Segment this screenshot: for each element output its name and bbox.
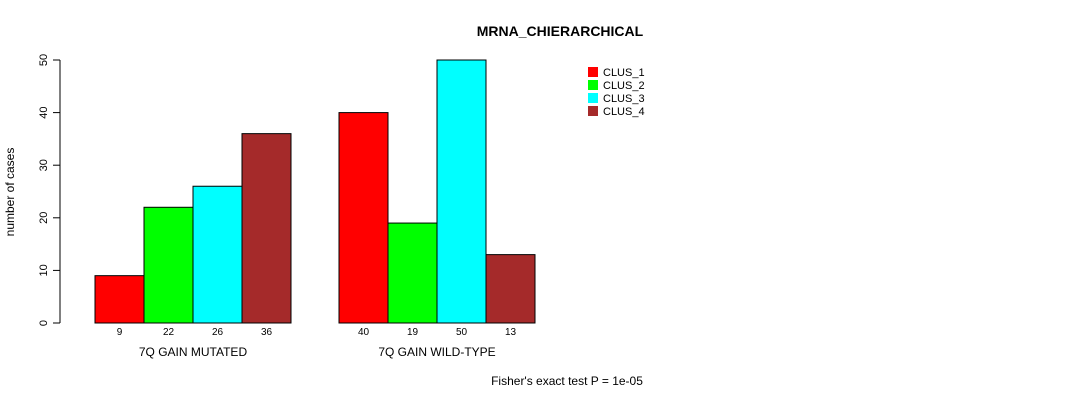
legend-label-clus-1: CLUS_1 bbox=[603, 67, 645, 79]
legend-label-clus-3: CLUS_3 bbox=[603, 93, 645, 105]
group-label-mutated: 7Q GAIN MUTATED bbox=[139, 345, 248, 359]
bar-value-label: 26 bbox=[212, 327, 224, 338]
bar-clus-2-group-1 bbox=[387, 222, 438, 324]
bar-value-label: 22 bbox=[163, 327, 175, 338]
bar-value-label: 19 bbox=[407, 327, 419, 338]
bar-clus-2-group-0 bbox=[143, 206, 194, 324]
y-tick-label: 0 bbox=[38, 320, 50, 326]
legend-swatch-clus-2 bbox=[588, 80, 598, 90]
y-tick-label: 20 bbox=[38, 212, 50, 224]
bar-clus-4-group-0 bbox=[241, 133, 292, 324]
bar-clus-1-group-0 bbox=[94, 275, 145, 324]
bar-value-label: 40 bbox=[358, 327, 370, 338]
bar-value-label: 9 bbox=[117, 327, 123, 338]
legend-label-clus-4: CLUS_4 bbox=[603, 106, 645, 118]
bars bbox=[94, 59, 536, 324]
bar-clus-4-group-1 bbox=[485, 254, 536, 324]
legend-label-clus-2: CLUS_2 bbox=[603, 80, 645, 92]
chart-title: MRNA_CHIERARCHICAL bbox=[477, 23, 644, 39]
y-axis: 0 10 20 30 40 50 bbox=[38, 54, 61, 326]
legend-swatch-clus-1 bbox=[588, 67, 598, 77]
bar-value-label: 50 bbox=[456, 327, 468, 338]
y-tick-label: 10 bbox=[38, 264, 50, 276]
y-axis-label: number of cases bbox=[3, 148, 17, 237]
bar-value-label: 36 bbox=[261, 327, 273, 338]
bar-clus-3-group-1 bbox=[436, 59, 487, 324]
legend-swatch-clus-3 bbox=[588, 93, 598, 103]
bar-value-labels: 9 22 26 36 40 19 50 13 bbox=[117, 327, 517, 338]
group-label-wild-type: 7Q GAIN WILD-TYPE bbox=[378, 345, 495, 359]
y-tick-label: 50 bbox=[38, 54, 50, 66]
y-tick-label: 40 bbox=[38, 106, 50, 118]
y-tick-label: 30 bbox=[38, 159, 50, 171]
bar-clus-1-group-1 bbox=[338, 112, 389, 324]
bar-clus-3-group-0 bbox=[192, 185, 243, 324]
fisher-test-footnote: Fisher's exact test P = 1e-05 bbox=[491, 374, 643, 388]
legend-swatch-clus-4 bbox=[588, 106, 598, 116]
bar-value-label: 13 bbox=[505, 327, 517, 338]
